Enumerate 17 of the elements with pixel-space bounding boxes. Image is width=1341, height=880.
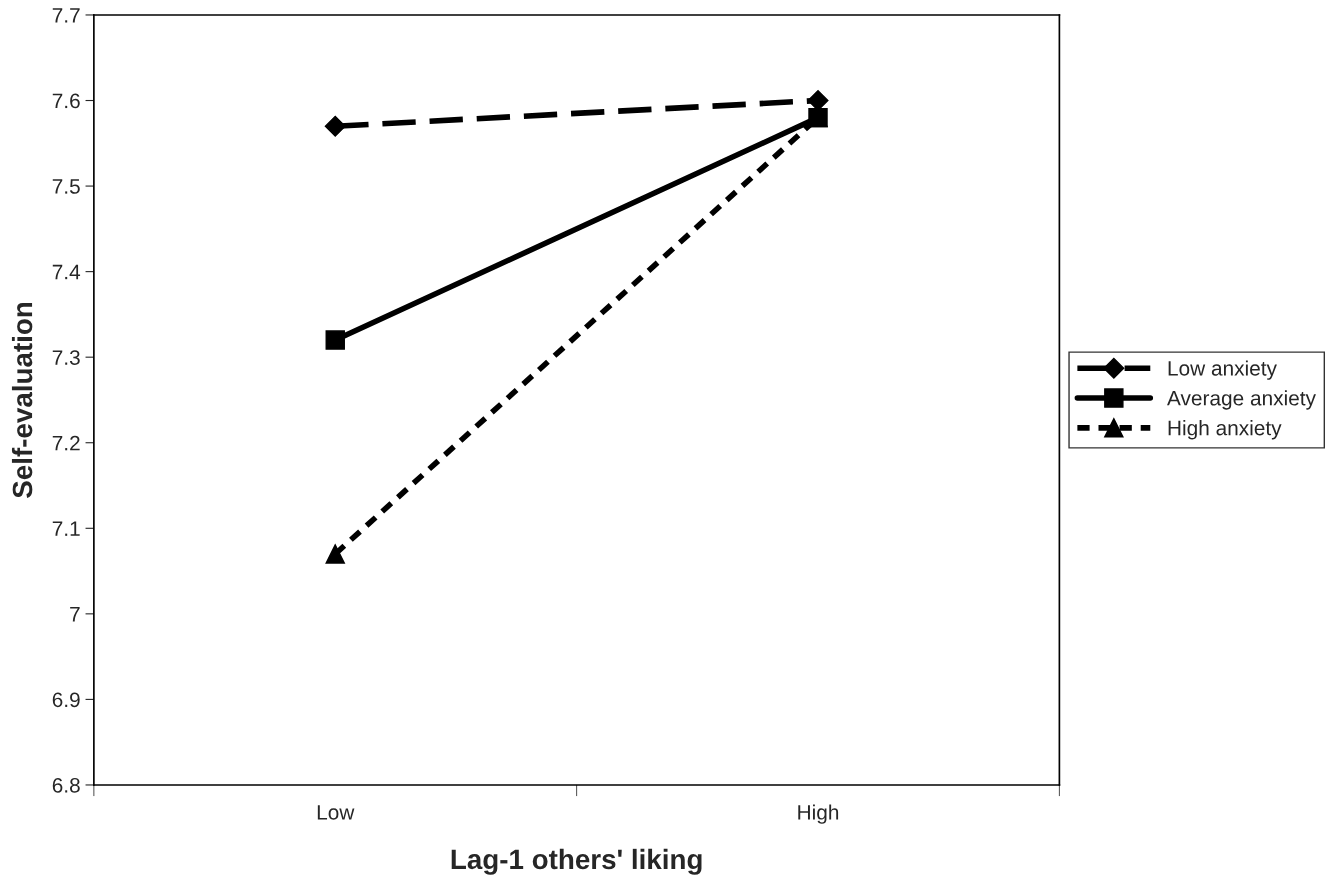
y-tick-label: 7 — [70, 607, 80, 622]
y-tick-label: 7.2 — [52, 435, 80, 451]
x-axis-title: Lag-1 others' liking — [451, 848, 702, 875]
y-tick-label: 7.4 — [52, 264, 81, 280]
y-axis-title: Self-evaluation — [11, 302, 33, 498]
y-tick-label: 7.6 — [52, 93, 80, 109]
y-tick-label: 7.1 — [52, 521, 80, 536]
legend-label: Average anxiety — [1167, 390, 1316, 410]
y-tick-label: 6.9 — [52, 692, 80, 708]
legend-label: High anxiety — [1168, 420, 1282, 440]
y-tick-label: 6.8 — [52, 777, 80, 793]
y-tick-label: 7.3 — [52, 350, 80, 365]
y-tick-label: 7.5 — [52, 179, 80, 194]
y-tick-label: 7.7 — [52, 8, 80, 23]
legend-label: Low anxiety — [1168, 360, 1277, 380]
x-tick-label: High — [798, 804, 839, 824]
x-tick-label: Low — [317, 805, 355, 820]
